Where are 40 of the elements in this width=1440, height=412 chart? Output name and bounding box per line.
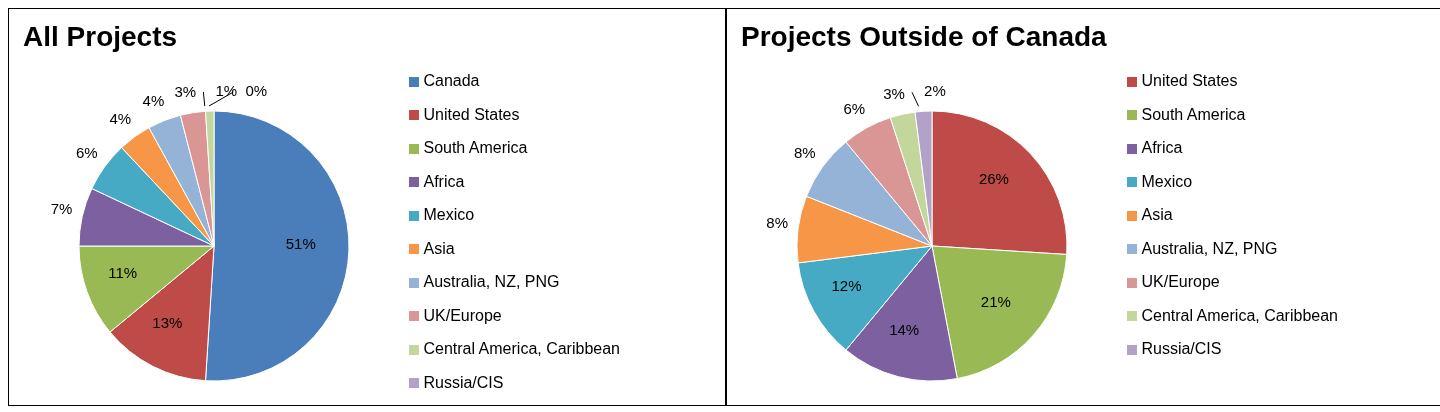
legend-label: Russia/CIS [1141,340,1222,357]
data-label: 1% [215,81,238,99]
data-label: 8% [766,213,789,231]
data-label: 6% [75,143,98,161]
data-label: 12% [831,276,862,294]
legend-label: Africa [423,172,465,190]
data-label: 21% [980,293,1011,311]
legend-label: Central America, Caribbean [1141,306,1338,324]
legend-label: Mexico [1141,172,1193,190]
text: 0% [245,81,268,99]
data-label: 14% [889,321,920,339]
legend-label: United States [423,105,520,123]
legend-label: Africa [1141,139,1183,156]
legend-label: UK/Europe [1141,273,1220,290]
legend-label: Asia [1141,206,1173,223]
chart-title: Projects Outside of Canada [741,21,1107,53]
legend-label: UK/Europe [423,306,502,324]
legend-label: Asia [423,239,455,257]
data-label: 11% [108,263,138,281]
data-label: 7% [50,199,73,217]
legend-label: Mexico [423,206,475,223]
data-label: 6% [843,100,866,118]
legend-label: Central America, Caribbean [423,340,620,357]
data-label: 8% [793,143,816,161]
legend-label: Canada [423,72,480,89]
data-label: 4% [142,92,165,110]
data-label: 3% [174,83,197,101]
chart-title: All Projects [23,21,178,53]
data-label: 13% [152,314,183,332]
legend-label: United States [1141,72,1238,89]
legend-label: South America [1141,105,1246,123]
legend-label: Australia, NZ, PNG [1141,239,1278,257]
data-label: 4% [109,110,132,128]
data-label: 51% [285,235,316,253]
data-label: 3% [883,85,905,103]
legend-label: South America [423,139,528,156]
legend-label: Russia/CIS [423,373,504,391]
data-label: 2% [924,81,946,99]
data-label: 26% [978,169,1009,187]
legend-label: Australia, NZ, PNG [423,273,560,290]
